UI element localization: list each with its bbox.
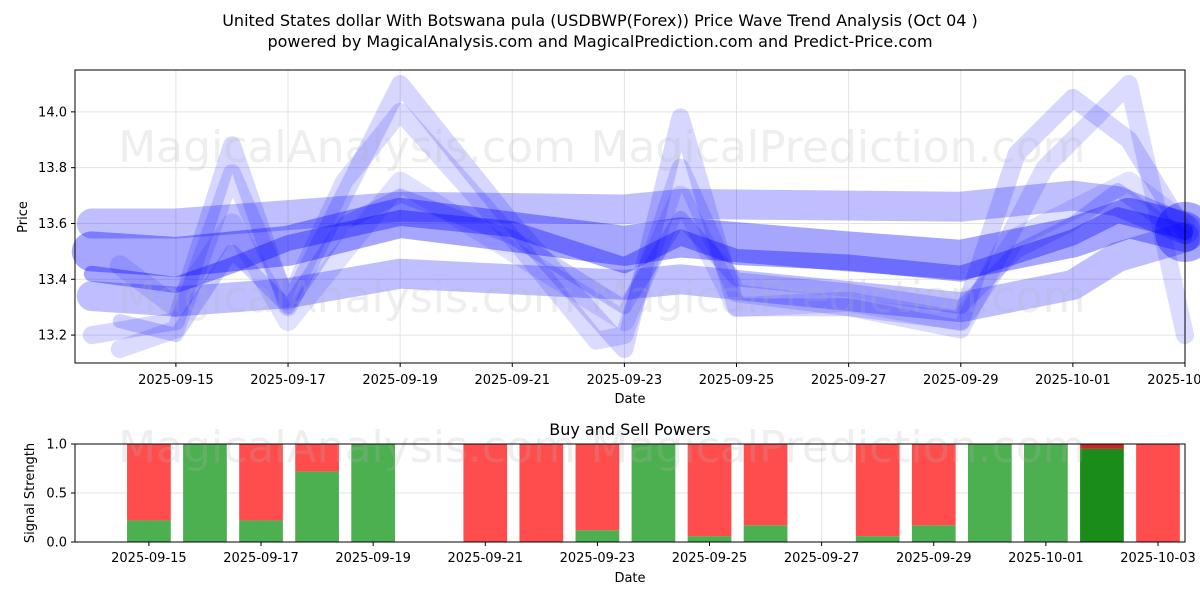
signal-xtick-label: 2025-09-15 bbox=[111, 551, 187, 566]
watermark-analysis-mid: MagicalAnalysis.com bbox=[118, 272, 576, 323]
buy-bar bbox=[127, 520, 171, 542]
price-xtick-label: 2025-09-15 bbox=[138, 373, 214, 388]
buy-bar bbox=[183, 444, 227, 542]
price-ytick-label: 13.6 bbox=[38, 217, 67, 232]
price-xtick-label: 2025-09-25 bbox=[699, 373, 775, 388]
buy-bar bbox=[911, 525, 956, 542]
sell-bar bbox=[855, 444, 900, 537]
signal-xtick-label: 2025-09-27 bbox=[784, 551, 860, 566]
price-ylabel: Price bbox=[16, 201, 31, 233]
signal-xtick-label: 2025-09-17 bbox=[223, 551, 299, 566]
price-band-wave-lower bbox=[76, 222, 1200, 323]
signal-xtick-label: 2025-09-29 bbox=[896, 551, 972, 566]
price-axes: 13.2 13.4 13.6 13.8 14.0 2025-09-15 2025-09-17… bbox=[38, 105, 1200, 388]
buy-bar bbox=[967, 444, 1012, 542]
signal-title: Buy and Sell Powers bbox=[549, 420, 711, 439]
watermark-prediction-mid: MagicalPrediction.com bbox=[591, 272, 1086, 323]
sell-bar bbox=[519, 444, 564, 542]
signal-ytick-label: 0.0 bbox=[46, 536, 67, 551]
sell-bar bbox=[687, 444, 732, 537]
signal-axes: 0.0 0.5 1.0 2025-09-15 2025-09-17 2025-09-19 2… bbox=[46, 438, 1195, 567]
price-band-wave-main bbox=[71, 197, 1200, 280]
price-xtick-label: 2025-09-23 bbox=[587, 373, 663, 388]
signal-xtick-label: 2025-10-01 bbox=[1008, 551, 1084, 566]
price-xtick-label: 2025-09-19 bbox=[362, 373, 438, 388]
price-ytick-label: 13.2 bbox=[38, 329, 67, 344]
signal-xtick-label: 2025-09-23 bbox=[560, 551, 636, 566]
sell-bar bbox=[743, 444, 788, 526]
price-xtick-label: 2025-09-17 bbox=[250, 373, 326, 388]
signal-xtick-label: 2025-09-19 bbox=[335, 551, 411, 566]
signal-xtick-label: 2025-09-25 bbox=[672, 551, 748, 566]
price-ytick-label: 13.4 bbox=[38, 273, 67, 288]
buy-bar bbox=[743, 525, 788, 542]
chart-title: United States dollar With Botswana pula … bbox=[222, 11, 978, 30]
price-xtick-label: 2025-09-27 bbox=[811, 373, 887, 388]
price-xtick-label: 2025-09-29 bbox=[923, 373, 999, 388]
price-band-wave-mid bbox=[83, 207, 1193, 293]
price-band-wave-peak-d bbox=[112, 183, 1192, 343]
buy-bar bbox=[295, 471, 339, 542]
price-xtick-label: 2025-09-21 bbox=[474, 373, 550, 388]
signal-ytick-label: 0.5 bbox=[46, 487, 67, 502]
price-band-wave-upper bbox=[76, 180, 1200, 245]
buy-bar bbox=[631, 444, 676, 542]
price-xlabel: Date bbox=[614, 392, 645, 407]
price-axes-frame bbox=[74, 69, 1186, 364]
price-watermarks: MagicalAnalysis.com MagicalPrediction.co… bbox=[118, 122, 1085, 323]
signal-xlabel: Date bbox=[614, 571, 645, 586]
sell-bar bbox=[463, 444, 508, 542]
signal-bars bbox=[127, 444, 1180, 542]
price-wave-bands bbox=[71, 75, 1200, 358]
price-band-wave-peak-c bbox=[109, 171, 1195, 332]
sell-bar bbox=[911, 444, 956, 526]
price-xtick-label: 2025-10-03 bbox=[1147, 373, 1200, 388]
signal-watermarks: MagicalAnalysis.com MagicalPrediction.co… bbox=[118, 422, 1085, 473]
price-band-wave-peak-b bbox=[110, 75, 1194, 358]
sell-bar bbox=[295, 444, 339, 472]
buy-bar bbox=[239, 520, 283, 542]
buy-bar bbox=[351, 444, 396, 542]
watermark-analysis-bottom: MagicalAnalysis.com bbox=[118, 422, 576, 473]
signal-ylabel: Signal Strength bbox=[23, 443, 38, 543]
price-ytick-label: 14.0 bbox=[38, 105, 67, 120]
buy-bar bbox=[575, 530, 620, 542]
sell-bar bbox=[239, 444, 283, 521]
sell-bar bbox=[1136, 444, 1180, 542]
sell-bar bbox=[127, 444, 171, 521]
watermark-analysis-top: MagicalAnalysis.com bbox=[118, 122, 576, 173]
buy-bar bbox=[855, 536, 900, 542]
sell-bar bbox=[1080, 444, 1124, 449]
watermark-prediction-top: MagicalPrediction.com bbox=[591, 122, 1086, 173]
buy-bar bbox=[687, 536, 732, 542]
buy-bar bbox=[1024, 444, 1068, 542]
signal-ytick-label: 1.0 bbox=[46, 438, 67, 453]
signal-xtick-label: 2025-09-21 bbox=[447, 551, 523, 566]
price-ytick-label: 13.8 bbox=[38, 161, 67, 176]
price-xtick-label: 2025-10-01 bbox=[1035, 373, 1111, 388]
price-grid bbox=[75, 70, 1185, 363]
buy-bar bbox=[1080, 448, 1124, 542]
sell-bar bbox=[575, 444, 620, 531]
chart-subtitle: powered by MagicalAnalysis.com and Magic… bbox=[267, 32, 932, 51]
price-endpoint-marker bbox=[1155, 201, 1200, 262]
watermark-prediction-bottom: MagicalPrediction.com bbox=[591, 422, 1086, 473]
signal-xtick-label: 2025-10-03 bbox=[1120, 551, 1196, 566]
price-band-wave-peak-a bbox=[82, 75, 1194, 358]
